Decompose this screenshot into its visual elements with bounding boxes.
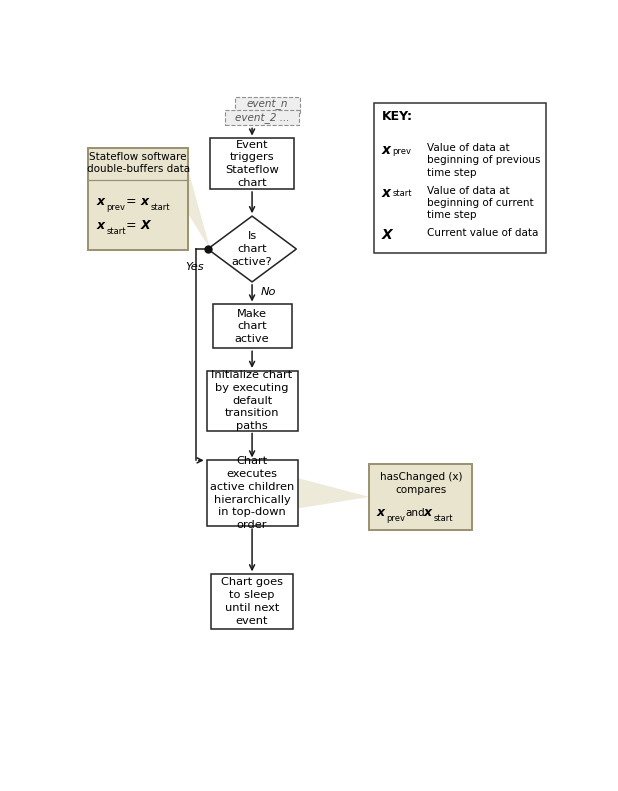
Bar bbox=[206, 371, 298, 430]
Text: Current value of data: Current value of data bbox=[427, 229, 538, 238]
Text: Value of data at
beginning of current
time step: Value of data at beginning of current ti… bbox=[427, 186, 533, 221]
Bar bbox=[375, 104, 546, 253]
Bar bbox=[210, 138, 294, 189]
Text: start: start bbox=[151, 203, 170, 212]
Text: x: x bbox=[96, 195, 104, 208]
Text: X: X bbox=[382, 229, 392, 242]
Text: x: x bbox=[382, 186, 391, 199]
Text: Event
triggers
Stateflow
chart: Event triggers Stateflow chart bbox=[225, 139, 279, 188]
Text: =: = bbox=[126, 195, 137, 208]
Text: x: x bbox=[423, 506, 431, 519]
Text: KEY:: KEY: bbox=[382, 111, 413, 123]
Text: prev: prev bbox=[392, 146, 412, 156]
Polygon shape bbox=[208, 216, 297, 282]
Text: Value of data at
beginning of previous
time step: Value of data at beginning of previous t… bbox=[427, 143, 540, 178]
Text: x: x bbox=[140, 195, 148, 208]
Text: start: start bbox=[106, 228, 126, 237]
Text: x: x bbox=[96, 219, 104, 233]
Text: and: and bbox=[405, 508, 425, 517]
Text: Stateflow software
double-buffers data: Stateflow software double-buffers data bbox=[87, 152, 190, 174]
Text: event_2 ...: event_2 ... bbox=[235, 112, 289, 123]
Bar bbox=[206, 460, 298, 526]
Bar bbox=[211, 574, 293, 629]
Text: prev: prev bbox=[106, 203, 125, 212]
Text: x: x bbox=[382, 143, 391, 157]
Bar bbox=[213, 305, 292, 348]
Text: =: = bbox=[126, 219, 137, 233]
Polygon shape bbox=[298, 478, 370, 509]
Text: Is
chart
active?: Is chart active? bbox=[232, 231, 273, 267]
Bar bbox=[235, 97, 300, 113]
Text: start: start bbox=[392, 189, 412, 199]
Bar bbox=[88, 148, 188, 250]
Text: Yes: Yes bbox=[185, 263, 204, 272]
Text: start: start bbox=[434, 513, 453, 523]
Text: hasChanged (x): hasChanged (x) bbox=[379, 472, 462, 483]
Bar bbox=[225, 109, 299, 125]
Text: Chart
executes
active children
hierarchically
in top-down
order: Chart executes active children hierarchi… bbox=[210, 456, 294, 530]
Polygon shape bbox=[188, 170, 210, 249]
Text: prev: prev bbox=[387, 513, 405, 523]
Bar bbox=[370, 464, 472, 530]
Text: Make
chart
active: Make chart active bbox=[235, 308, 269, 344]
Text: Initialize chart
by executing
default
transition
paths: Initialize chart by executing default tr… bbox=[211, 370, 293, 431]
Text: event_n: event_n bbox=[247, 100, 289, 111]
Text: Chart goes
to sleep
until next
event: Chart goes to sleep until next event bbox=[221, 577, 283, 626]
Text: X: X bbox=[140, 219, 150, 233]
Text: compares: compares bbox=[396, 486, 447, 495]
Text: No: No bbox=[261, 287, 276, 297]
Text: x: x bbox=[376, 506, 385, 519]
